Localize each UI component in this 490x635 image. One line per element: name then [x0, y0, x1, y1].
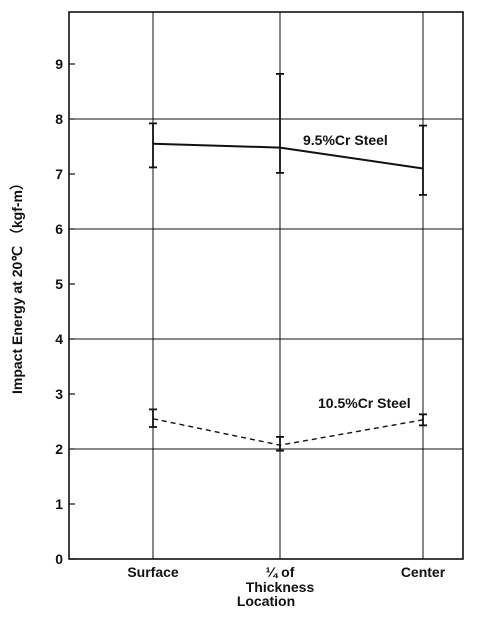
y-tick-label-6: 6: [55, 221, 63, 237]
y-tick-label-2: 2: [55, 441, 63, 457]
series-line-1: [152, 418, 424, 446]
y-tick-label-7: 7: [55, 166, 63, 182]
y-tick-label-1: 1: [55, 496, 63, 512]
x-tick-label-0: Surface: [127, 564, 179, 580]
plot-area-frame: [68, 11, 464, 560]
y-tick-label-0: 0: [55, 551, 63, 567]
y-axis-title: Impact Energy at 20℃ （kgf-m）: [9, 176, 25, 394]
series-label-0: 9.5%Cr Steel: [303, 132, 388, 148]
x-tick-label-1: ¼ of: [266, 564, 295, 580]
y-axis-ticks: 0 1 2 3 4 5 6 7 8 9: [55, 56, 75, 567]
y-tick-label-9: 9: [55, 56, 63, 72]
series-1: 10.5%Cr Steel: [149, 395, 427, 452]
series-0: 9.5%Cr Steel: [149, 73, 427, 196]
y-tick-label-4: 4: [55, 331, 63, 347]
series-label-1: 10.5%Cr Steel: [318, 395, 411, 411]
grid-lines: [69, 12, 463, 559]
y-tick-label-8: 8: [55, 111, 63, 127]
series-group: 9.5%Cr Steel 10.5%Cr Steel: [149, 73, 427, 452]
x-axis-title: Location: [237, 593, 295, 609]
x-tick-label-1-line2: Thickness: [246, 579, 315, 595]
y-tick-label-3: 3: [55, 386, 63, 402]
y-tick-label-5: 5: [55, 276, 63, 292]
x-tick-label-2: Center: [401, 564, 446, 580]
